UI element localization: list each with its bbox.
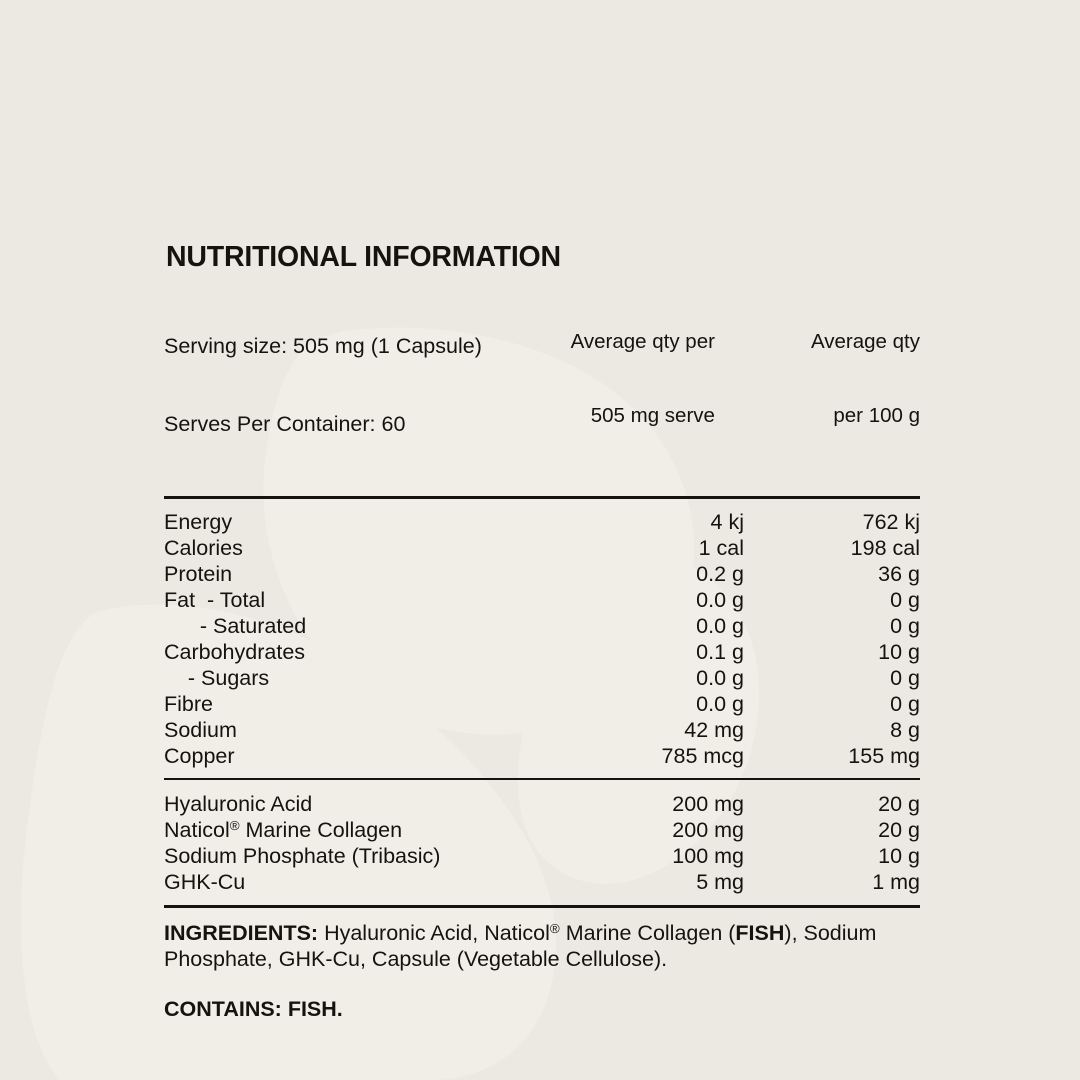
- column-header-per-serve: Average qty per 505 mg serve: [509, 281, 715, 479]
- nutrient-row-per-100g: 0 g: [890, 587, 920, 612]
- nutrient-row: Fibre 0.0 g 0 g: [164, 691, 920, 717]
- divider-bottom: [164, 905, 920, 908]
- serving-header: Serving size: 505 mg (1 Capsule) Serves …: [164, 281, 920, 489]
- nutrient-row-per-100g: 36 g: [878, 561, 920, 586]
- nutrient-row-per-serve: 0.0 g: [696, 613, 744, 638]
- column-header-per-serve-line2: 505 mg serve: [590, 404, 715, 428]
- contains-allergen-statement: CONTAINS: FISH.: [164, 996, 343, 1021]
- active-row-name-pre: Naticol: [164, 818, 230, 842]
- page-title: NUTRITIONAL INFORMATION: [166, 241, 561, 273]
- nutrient-row-name: Protein: [164, 561, 233, 586]
- active-row-name: GHK-Cu: [164, 870, 246, 894]
- nutrient-row: Calories 1 cal 198 cal: [164, 535, 920, 561]
- nutrient-row-per-serve: 785 mcg: [661, 743, 744, 768]
- nutrient-row-name: Calories: [164, 535, 243, 560]
- nutrient-row-per-serve: 4 kj: [710, 509, 744, 534]
- nutrient-row: - Sugars 0.0 g 0 g: [164, 665, 920, 691]
- nutrient-row-per-serve: 0.0 g: [696, 587, 744, 612]
- nutrient-row-per-100g: 0 g: [890, 665, 920, 690]
- allergen-inline-fish: FISH: [735, 920, 785, 945]
- nutrient-row-per-100g: 198 cal: [850, 535, 920, 560]
- active-row-per-100g: 20 g: [878, 818, 920, 842]
- ingredients-text-part1: Hyaluronic Acid, Naticol: [318, 920, 550, 945]
- nutrient-row-per-100g: 0 g: [890, 613, 920, 638]
- active-row-per-serve: 5 mg: [696, 870, 744, 894]
- active-row-name: Sodium Phosphate (Tribasic): [164, 844, 441, 868]
- serving-size-text: Serving size: 505 mg (1 Capsule): [164, 333, 482, 358]
- active-row-per-100g: 10 g: [878, 844, 920, 868]
- nutrient-row-per-serve: 42 mg: [684, 717, 744, 742]
- active-row-per-serve: 200 mg: [672, 792, 744, 816]
- active-row-per-serve: 200 mg: [672, 818, 744, 842]
- ingredients-label: INGREDIENTS:: [164, 920, 319, 945]
- ingredients-text-part2: Marine Collagen (: [559, 920, 736, 945]
- active-row-name: Naticol® Marine Collagen: [164, 817, 564, 843]
- nutrient-row-name: Fat - Total: [164, 587, 266, 612]
- nutrient-row-name: Carbohydrates: [164, 639, 306, 664]
- nutrient-row-per-100g: 762 kj: [862, 509, 920, 534]
- nutrient-table-actives: Hyaluronic Acid 200 mg 20 g Naticol® Marine…: [164, 791, 920, 895]
- nutrient-row-name: - Sugars: [164, 665, 270, 690]
- divider-middle: [164, 777, 920, 780]
- active-row: Hyaluronic Acid 200 mg 20 g: [164, 791, 920, 817]
- active-row-per-serve: 100 mg: [672, 844, 744, 868]
- nutrient-row-per-serve: 0.0 g: [696, 691, 744, 716]
- active-row: GHK-Cu 5 mg 1 mg: [164, 869, 920, 895]
- ingredients-statement: INGREDIENTS: Hyaluronic Acid, Naticol® M…: [164, 920, 920, 972]
- column-header-per-100g: Average qty per 100 g: [770, 281, 920, 479]
- nutrient-row: - Saturated 0.0 g 0 g: [164, 613, 920, 639]
- nutrient-row: Energy 4 kj 762 kj: [164, 509, 920, 535]
- serves-per-container-text: Serves Per Container: 60: [164, 411, 406, 436]
- nutrient-row-per-100g: 10 g: [878, 639, 920, 664]
- nutrient-row-name: Energy: [164, 509, 233, 534]
- nutrient-row-per-serve: 1 cal: [698, 535, 744, 560]
- serving-details: Serving size: 505 mg (1 Capsule) Serves …: [164, 281, 482, 489]
- nutrient-row-name: Sodium: [164, 717, 237, 742]
- nutrient-row: Protein 0.2 g 36 g: [164, 561, 920, 587]
- active-row-per-100g: 1 mg: [872, 870, 920, 894]
- nutrient-row-per-100g: 0 g: [890, 691, 920, 716]
- nutrient-row: Carbohydrates 0.1 g 10 g: [164, 639, 920, 665]
- column-header-per-100g-line1: Average qty: [810, 330, 920, 354]
- registered-trademark-icon: ®: [549, 920, 560, 936]
- nutrient-row: Sodium 42 mg 8 g: [164, 717, 920, 743]
- nutrient-row-per-serve: 0.1 g: [696, 639, 744, 664]
- nutrient-table-main: Energy 4 kj 762 kj Calories 1 cal 198 cal Prot…: [164, 509, 920, 769]
- active-row-per-100g: 20 g: [878, 792, 920, 816]
- divider-top: [164, 495, 920, 499]
- nutrient-row-per-100g: 155 mg: [848, 743, 920, 768]
- nutrient-row: Fat - Total 0.0 g 0 g: [164, 587, 920, 613]
- nutrient-row-per-serve: 0.2 g: [696, 561, 744, 586]
- active-row: Naticol® Marine Collagen 200 mg 20 g: [164, 817, 920, 843]
- nutrient-row-name: Copper: [164, 743, 235, 768]
- nutrient-row-per-serve: 0.0 g: [696, 665, 744, 690]
- column-header-per-serve-line1: Average qty per: [570, 330, 715, 354]
- nutrient-row-name: Fibre: [164, 691, 213, 716]
- active-row-name-post: Marine Collagen: [239, 818, 403, 842]
- active-row: Sodium Phosphate (Tribasic) 100 mg 10 g: [164, 843, 920, 869]
- nutrient-row-per-100g: 8 g: [890, 717, 920, 742]
- registered-trademark-icon: ®: [229, 818, 240, 834]
- nutrition-information-panel: NUTRITIONAL INFORMATION Serving size: 50…: [164, 243, 920, 1023]
- active-row-name: Hyaluronic Acid: [164, 792, 313, 816]
- nutrient-row: Copper 785 mcg 155 mg: [164, 743, 920, 769]
- nutrient-row-name: - Saturated: [164, 613, 307, 638]
- column-header-per-100g-line2: per 100 g: [833, 404, 920, 428]
